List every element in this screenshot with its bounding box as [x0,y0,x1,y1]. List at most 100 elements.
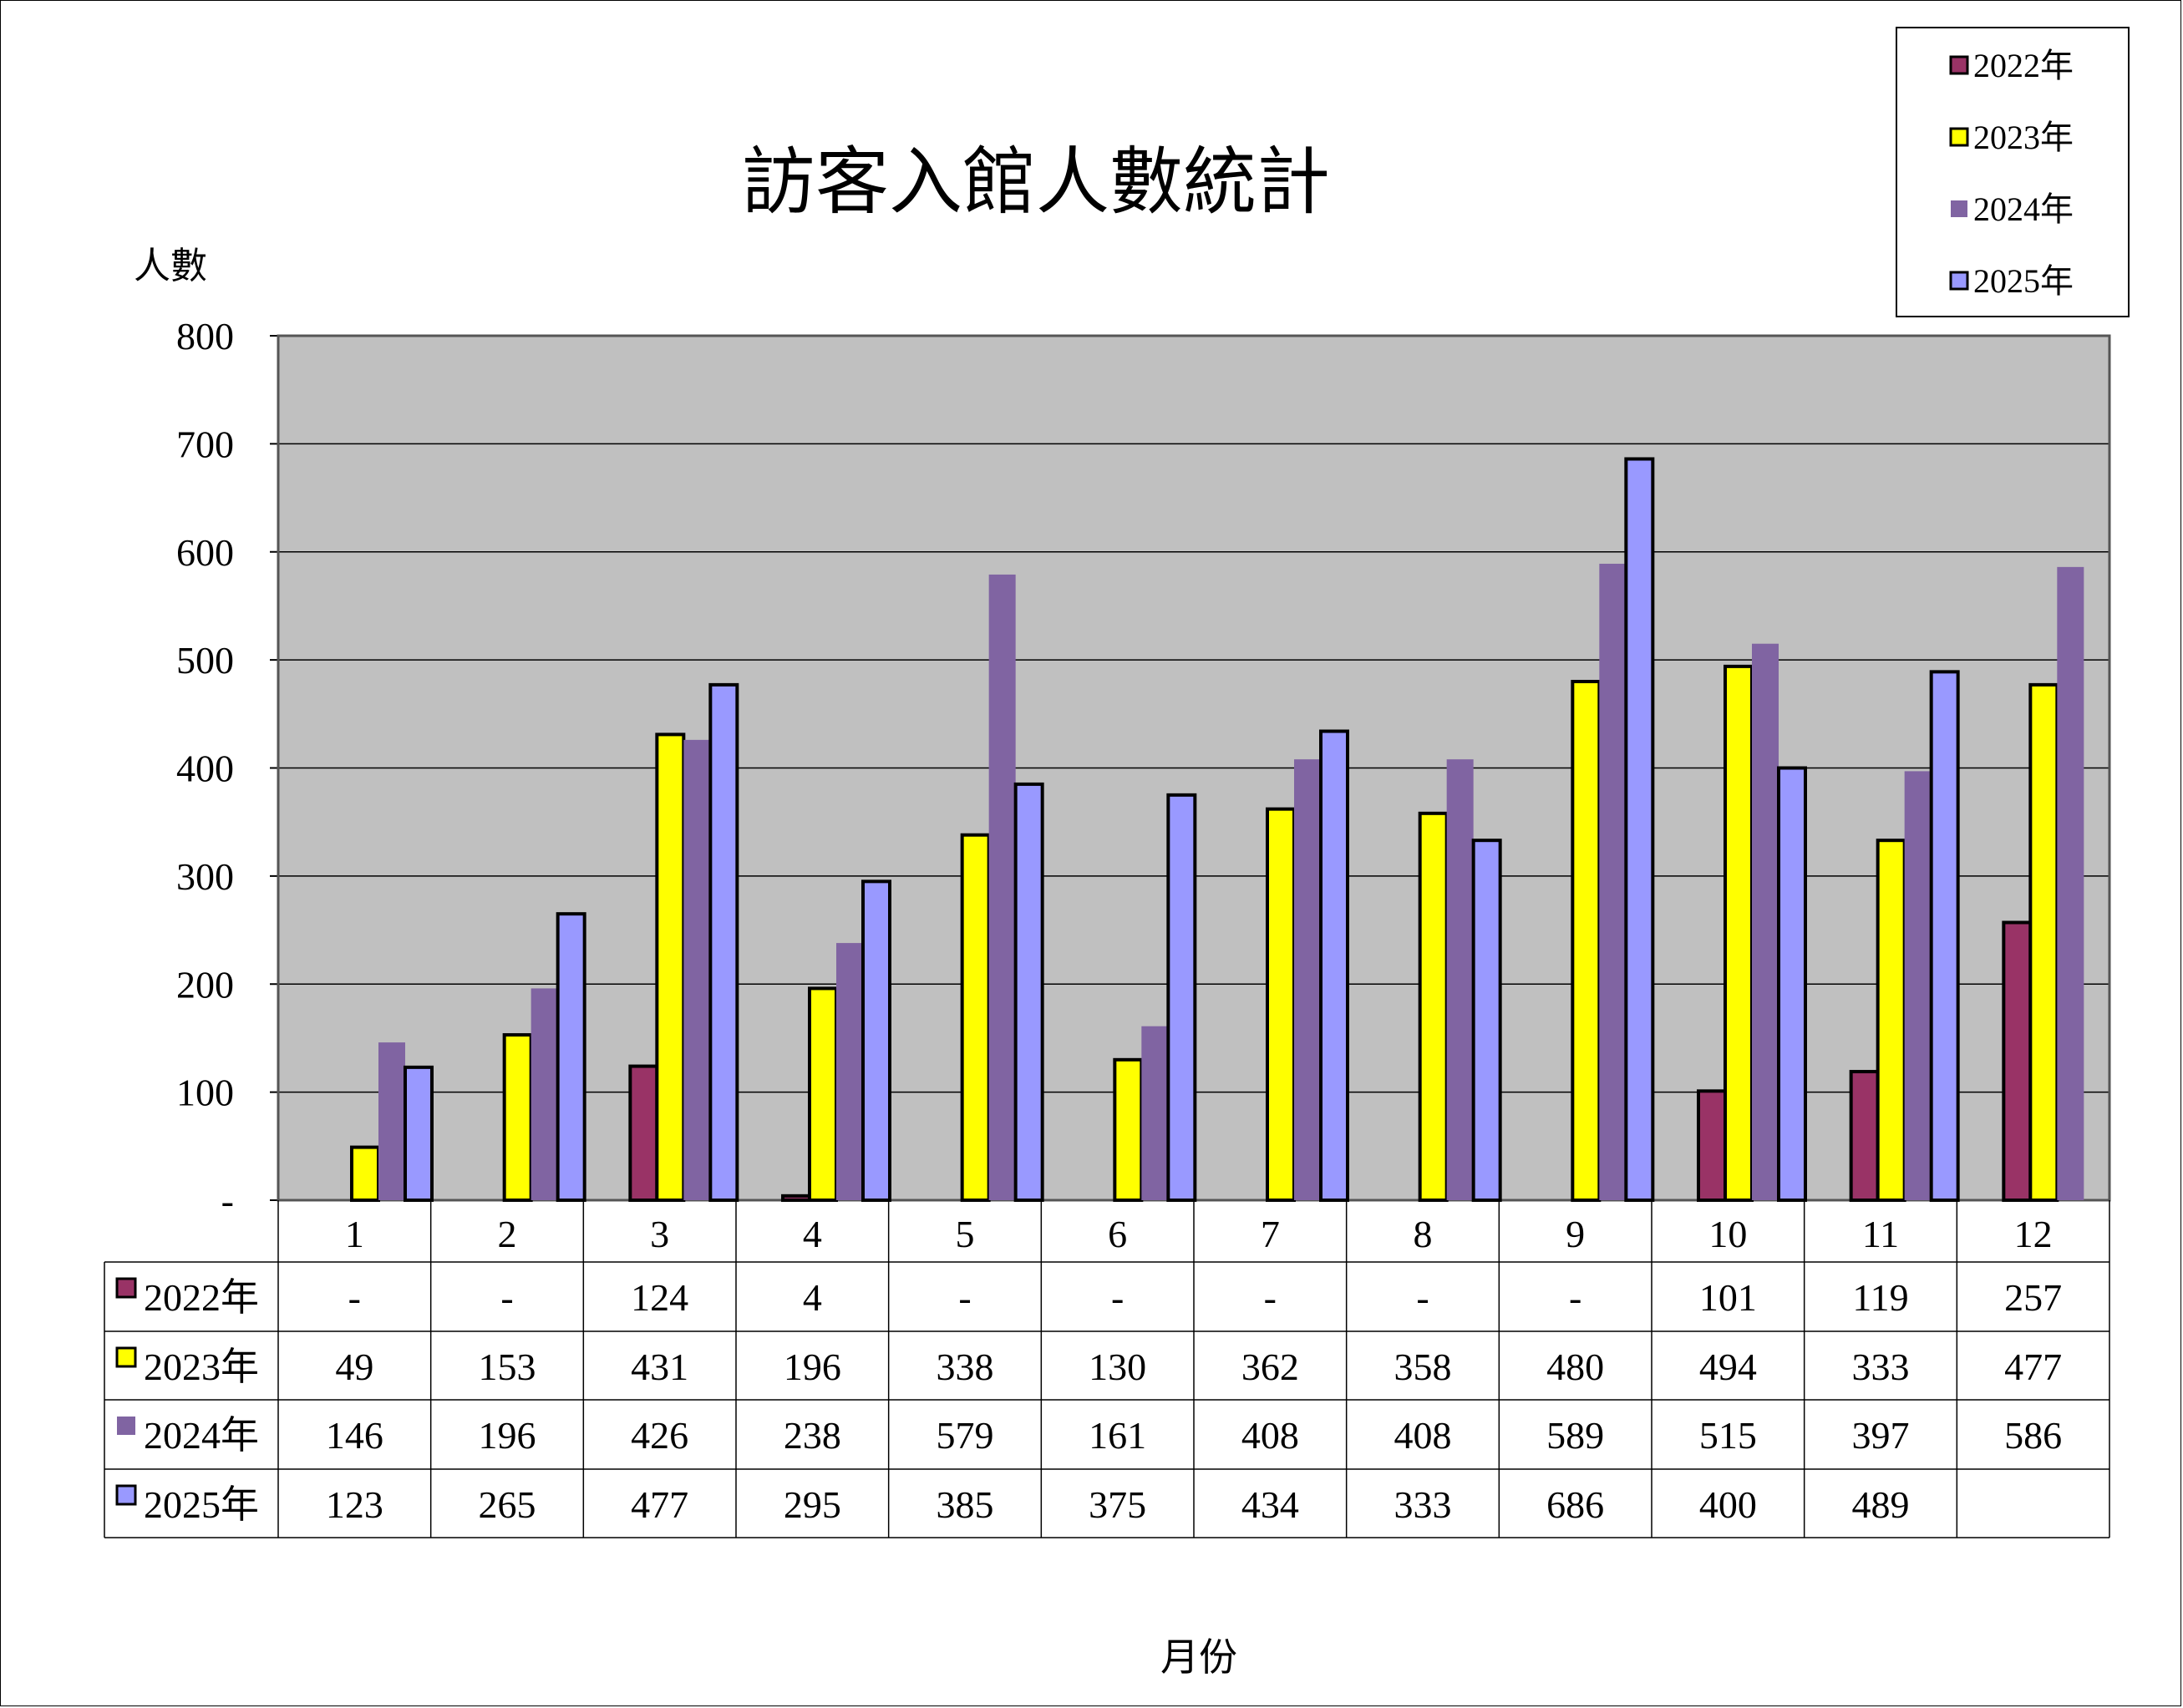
y-tick-label: 300 [176,855,234,898]
table-cell: - [1569,1276,1581,1319]
x-tick-label: 10 [1708,1213,1747,1255]
y-tick-label: 400 [176,748,234,790]
legend-box [1896,27,2130,317]
table-cell: 589 [1546,1414,1604,1457]
bar-2024年-2 [531,988,558,1200]
table-cell: 196 [784,1346,841,1388]
bar-2023年-8 [1418,811,1449,1203]
table-series-label: 2022年 [144,1276,259,1319]
table-cell: 101 [1699,1276,1757,1319]
table-cell: 489 [1852,1483,1910,1526]
table-cell: - [958,1276,971,1319]
legend-swatch [1949,55,1969,75]
x-tick-label: 6 [1108,1213,1127,1255]
table-cell: 480 [1546,1346,1604,1388]
table-cell: 196 [479,1414,536,1457]
bar-2022年-10 [1697,1089,1727,1203]
table-cell: 257 [2004,1276,2062,1319]
table-cell: 130 [1089,1346,1146,1388]
legend-label: 2023年 [1973,119,2074,156]
bar-2024年-7 [1294,759,1321,1200]
legend: 2022年 2023年 2024年 2025年 [1896,27,2130,317]
table-cell: 333 [1852,1346,1910,1388]
table-cell: 400 [1699,1483,1757,1526]
legend-label: 2022年 [1973,47,2074,84]
table-cell: 408 [1394,1414,1452,1457]
table-cell: 153 [479,1346,536,1388]
table-cell: 362 [1241,1346,1299,1388]
x-tick-label: 9 [1566,1213,1585,1255]
bar-2023年-7 [1266,807,1296,1202]
bar-2024年-1 [378,1042,405,1200]
x-tick-label: 7 [1261,1213,1280,1255]
table-cell: - [348,1276,361,1319]
table-cell: 265 [479,1483,536,1526]
bar-2025年-4 [861,879,891,1202]
table-swatch [115,1346,137,1368]
bar-2022年-4 [781,1194,811,1202]
bar-2025年-9 [1624,457,1655,1202]
bar-2023年-6 [1113,1057,1144,1202]
bar-2023年-4 [808,986,838,1203]
table-swatch [115,1277,137,1299]
bar-2025年-1 [404,1065,434,1203]
table-cell: 408 [1241,1414,1299,1457]
bar-2024年-10 [1752,643,1779,1200]
table-cell: - [1416,1276,1429,1319]
y-tick-label: 700 [176,423,234,465]
bar-2023年-1 [350,1145,380,1202]
table-series-label: 2023年 [144,1346,259,1388]
table-cell: 515 [1699,1414,1757,1457]
y-tick-label: - [221,1179,234,1222]
table-cell: 375 [1089,1483,1146,1526]
table-cell: 338 [937,1346,994,1388]
x-axis-label: 月份 [1160,1635,1237,1680]
legend-swatch [1951,200,1967,217]
bar-2023年-12 [2028,682,2059,1202]
x-tick-label: 3 [650,1213,669,1255]
x-tick-label: 2 [498,1213,517,1255]
x-tick-label: 4 [803,1213,822,1255]
bar-2025年-10 [1777,766,1807,1202]
bar-2024年-12 [2057,566,2084,1200]
table-cell: 586 [2004,1414,2062,1457]
table-swatch [117,1417,135,1435]
table-cell: 579 [937,1414,994,1457]
table-cell: 123 [326,1483,383,1526]
table-series-label: 2025年 [144,1483,259,1526]
x-tick-label: 12 [2014,1213,2053,1255]
table-cell: 426 [631,1414,688,1457]
bar-2025年-2 [556,912,586,1202]
x-tick-label: 1 [345,1213,364,1255]
x-tick-label: 8 [1414,1213,1433,1255]
table-cell: 4 [803,1276,822,1319]
bar-2023年-3 [655,732,686,1202]
x-tick-label: 11 [1862,1213,1899,1255]
bar-2022年-12 [2002,920,2033,1202]
table-cell: 397 [1852,1414,1910,1457]
table-cell: 49 [335,1346,373,1388]
table-cell: 161 [1089,1414,1146,1457]
table-cell: - [1264,1276,1277,1319]
table-swatch [115,1484,137,1506]
table-cell: 434 [1241,1483,1299,1526]
table-cell: 295 [784,1483,841,1526]
bar-2024年-8 [1446,759,1474,1200]
table-cell: 385 [937,1483,994,1526]
bar-2024年-11 [1904,771,1932,1200]
bar-2025年-6 [1166,793,1197,1202]
table-series-label: 2024年 [144,1414,259,1457]
legend-label: 2024年 [1973,190,2074,228]
bar-2024年-6 [1141,1026,1169,1200]
table-cell: 333 [1394,1483,1452,1526]
chart-title: 訪客入館人數統計 [742,139,1330,225]
y-tick-label: 800 [176,315,234,357]
table-cell: - [1111,1276,1124,1319]
y-tick-label: 500 [176,639,234,682]
y-axis-label: 人數 [134,245,207,287]
bar-2022年-11 [1849,1070,1880,1202]
table-cell: 358 [1394,1346,1452,1388]
